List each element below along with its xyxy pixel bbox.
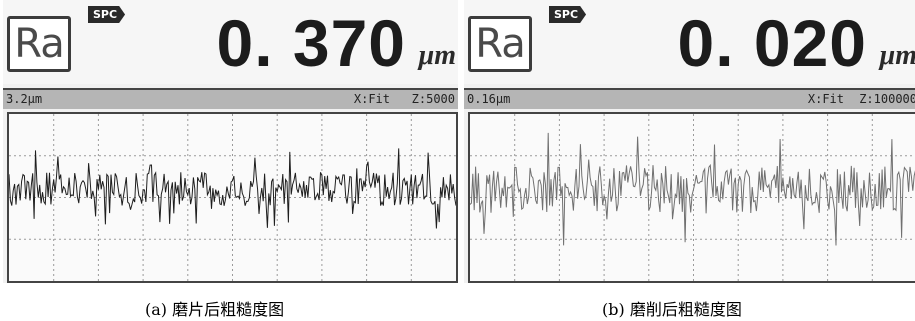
status-bar: 0.16μm X:Fit Z:100000 [464,88,915,109]
profile-trace [470,114,915,281]
unit-label: μm [879,40,915,71]
profile-trace [9,114,456,281]
readout-header: Ra SPC 0. 020 μm [464,0,915,84]
profile-plot [468,112,915,283]
roughness-value: 0. 020 [677,6,867,80]
x-mode-label: X:Fit [807,92,844,106]
z-zoom-label: Z:100000 [859,92,915,106]
roughness-display-b: Ra SPC 0. 020 μm 0.16μm X:Fit Z:100000 [464,0,915,283]
status-bar: 3.2μm X:Fit Z:5000 [3,88,458,109]
x-mode-label: X:Fit [353,92,390,106]
roughness-display-a: Ra SPC 0. 370 μm 3.2μm X:Fit Z:5000 [3,0,458,283]
profile-line [470,132,915,246]
profile-line [9,148,456,229]
parameter-label: Ra [7,16,71,72]
caption-b: (b) 磨削后粗糙度图 [602,300,742,319]
z-zoom-label: Z:5000 [411,92,455,106]
spc-badge: SPC [88,6,126,23]
profile-plot [7,112,458,283]
spc-badge: SPC [549,6,587,23]
parameter-label: Ra [468,16,532,72]
range-label: 0.16μm [467,92,511,106]
roughness-value: 0. 370 [216,6,406,80]
range-label: 3.2μm [6,92,43,106]
unit-label: μm [418,40,456,71]
caption-a: (a) 磨片后粗糙度图 [145,300,285,319]
readout-header: Ra SPC 0. 370 μm [3,0,458,84]
